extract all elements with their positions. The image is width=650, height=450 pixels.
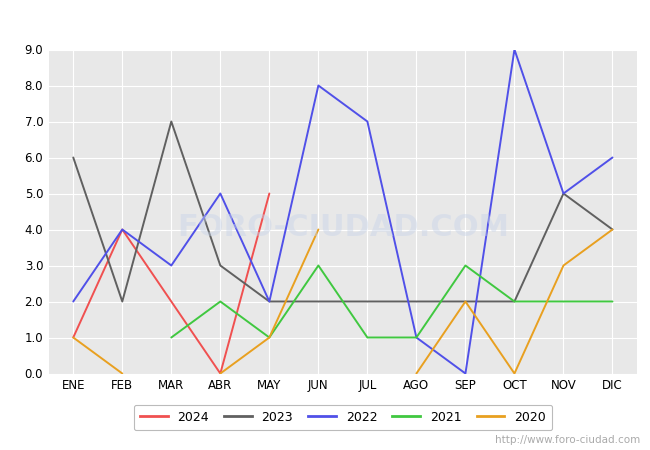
Text: http://www.foro-ciudad.com: http://www.foro-ciudad.com [495, 435, 640, 445]
Text: Matriculaciones de Vehiculos en Noez: Matriculaciones de Vehiculos en Noez [168, 9, 482, 27]
Text: FORO-CIUDAD.COM: FORO-CIUDAD.COM [177, 213, 509, 242]
Legend: 2024, 2023, 2022, 2021, 2020: 2024, 2023, 2022, 2021, 2020 [134, 405, 552, 431]
